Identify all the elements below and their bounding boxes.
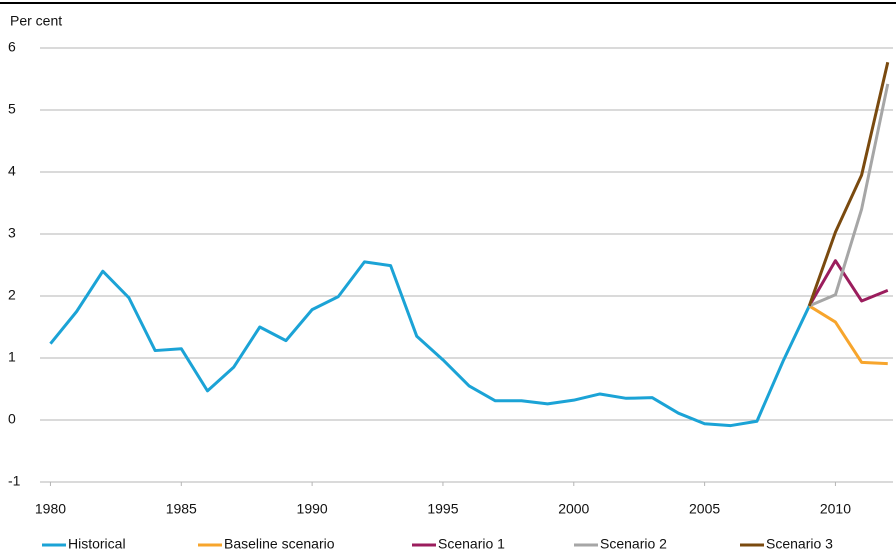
y-tick-label: 3	[8, 225, 16, 241]
x-tick-label: 1985	[166, 501, 197, 517]
legend-label: Scenario 2	[600, 536, 667, 551]
series-line	[808, 304, 888, 366]
x-tick-label: 2000	[558, 501, 589, 517]
y-tick-label: -1	[8, 473, 21, 489]
y-axis-label: Per cent	[10, 13, 62, 29]
y-tick-label: 6	[8, 39, 16, 55]
x-tick-label: 1995	[427, 501, 458, 517]
x-tick-label: 1980	[35, 501, 66, 517]
series-line	[808, 83, 890, 308]
legend-label: Scenario 3	[766, 536, 833, 551]
series-line	[807, 259, 889, 307]
x-tick-label: 2005	[689, 501, 720, 517]
series-line	[49, 260, 811, 428]
y-tick-label: 4	[8, 163, 16, 179]
x-tick-label: 2010	[820, 501, 851, 517]
legend-label: Baseline scenario	[224, 536, 335, 551]
y-tick-label: 5	[8, 101, 16, 117]
y-tick-label: 0	[8, 411, 16, 427]
y-tick-label: 1	[8, 349, 16, 365]
x-tick-label: 1990	[297, 501, 328, 517]
series-line	[807, 61, 890, 307]
legend-label: Historical	[68, 536, 126, 551]
legend-label: Scenario 1	[438, 536, 505, 551]
y-tick-label: 2	[8, 287, 16, 303]
